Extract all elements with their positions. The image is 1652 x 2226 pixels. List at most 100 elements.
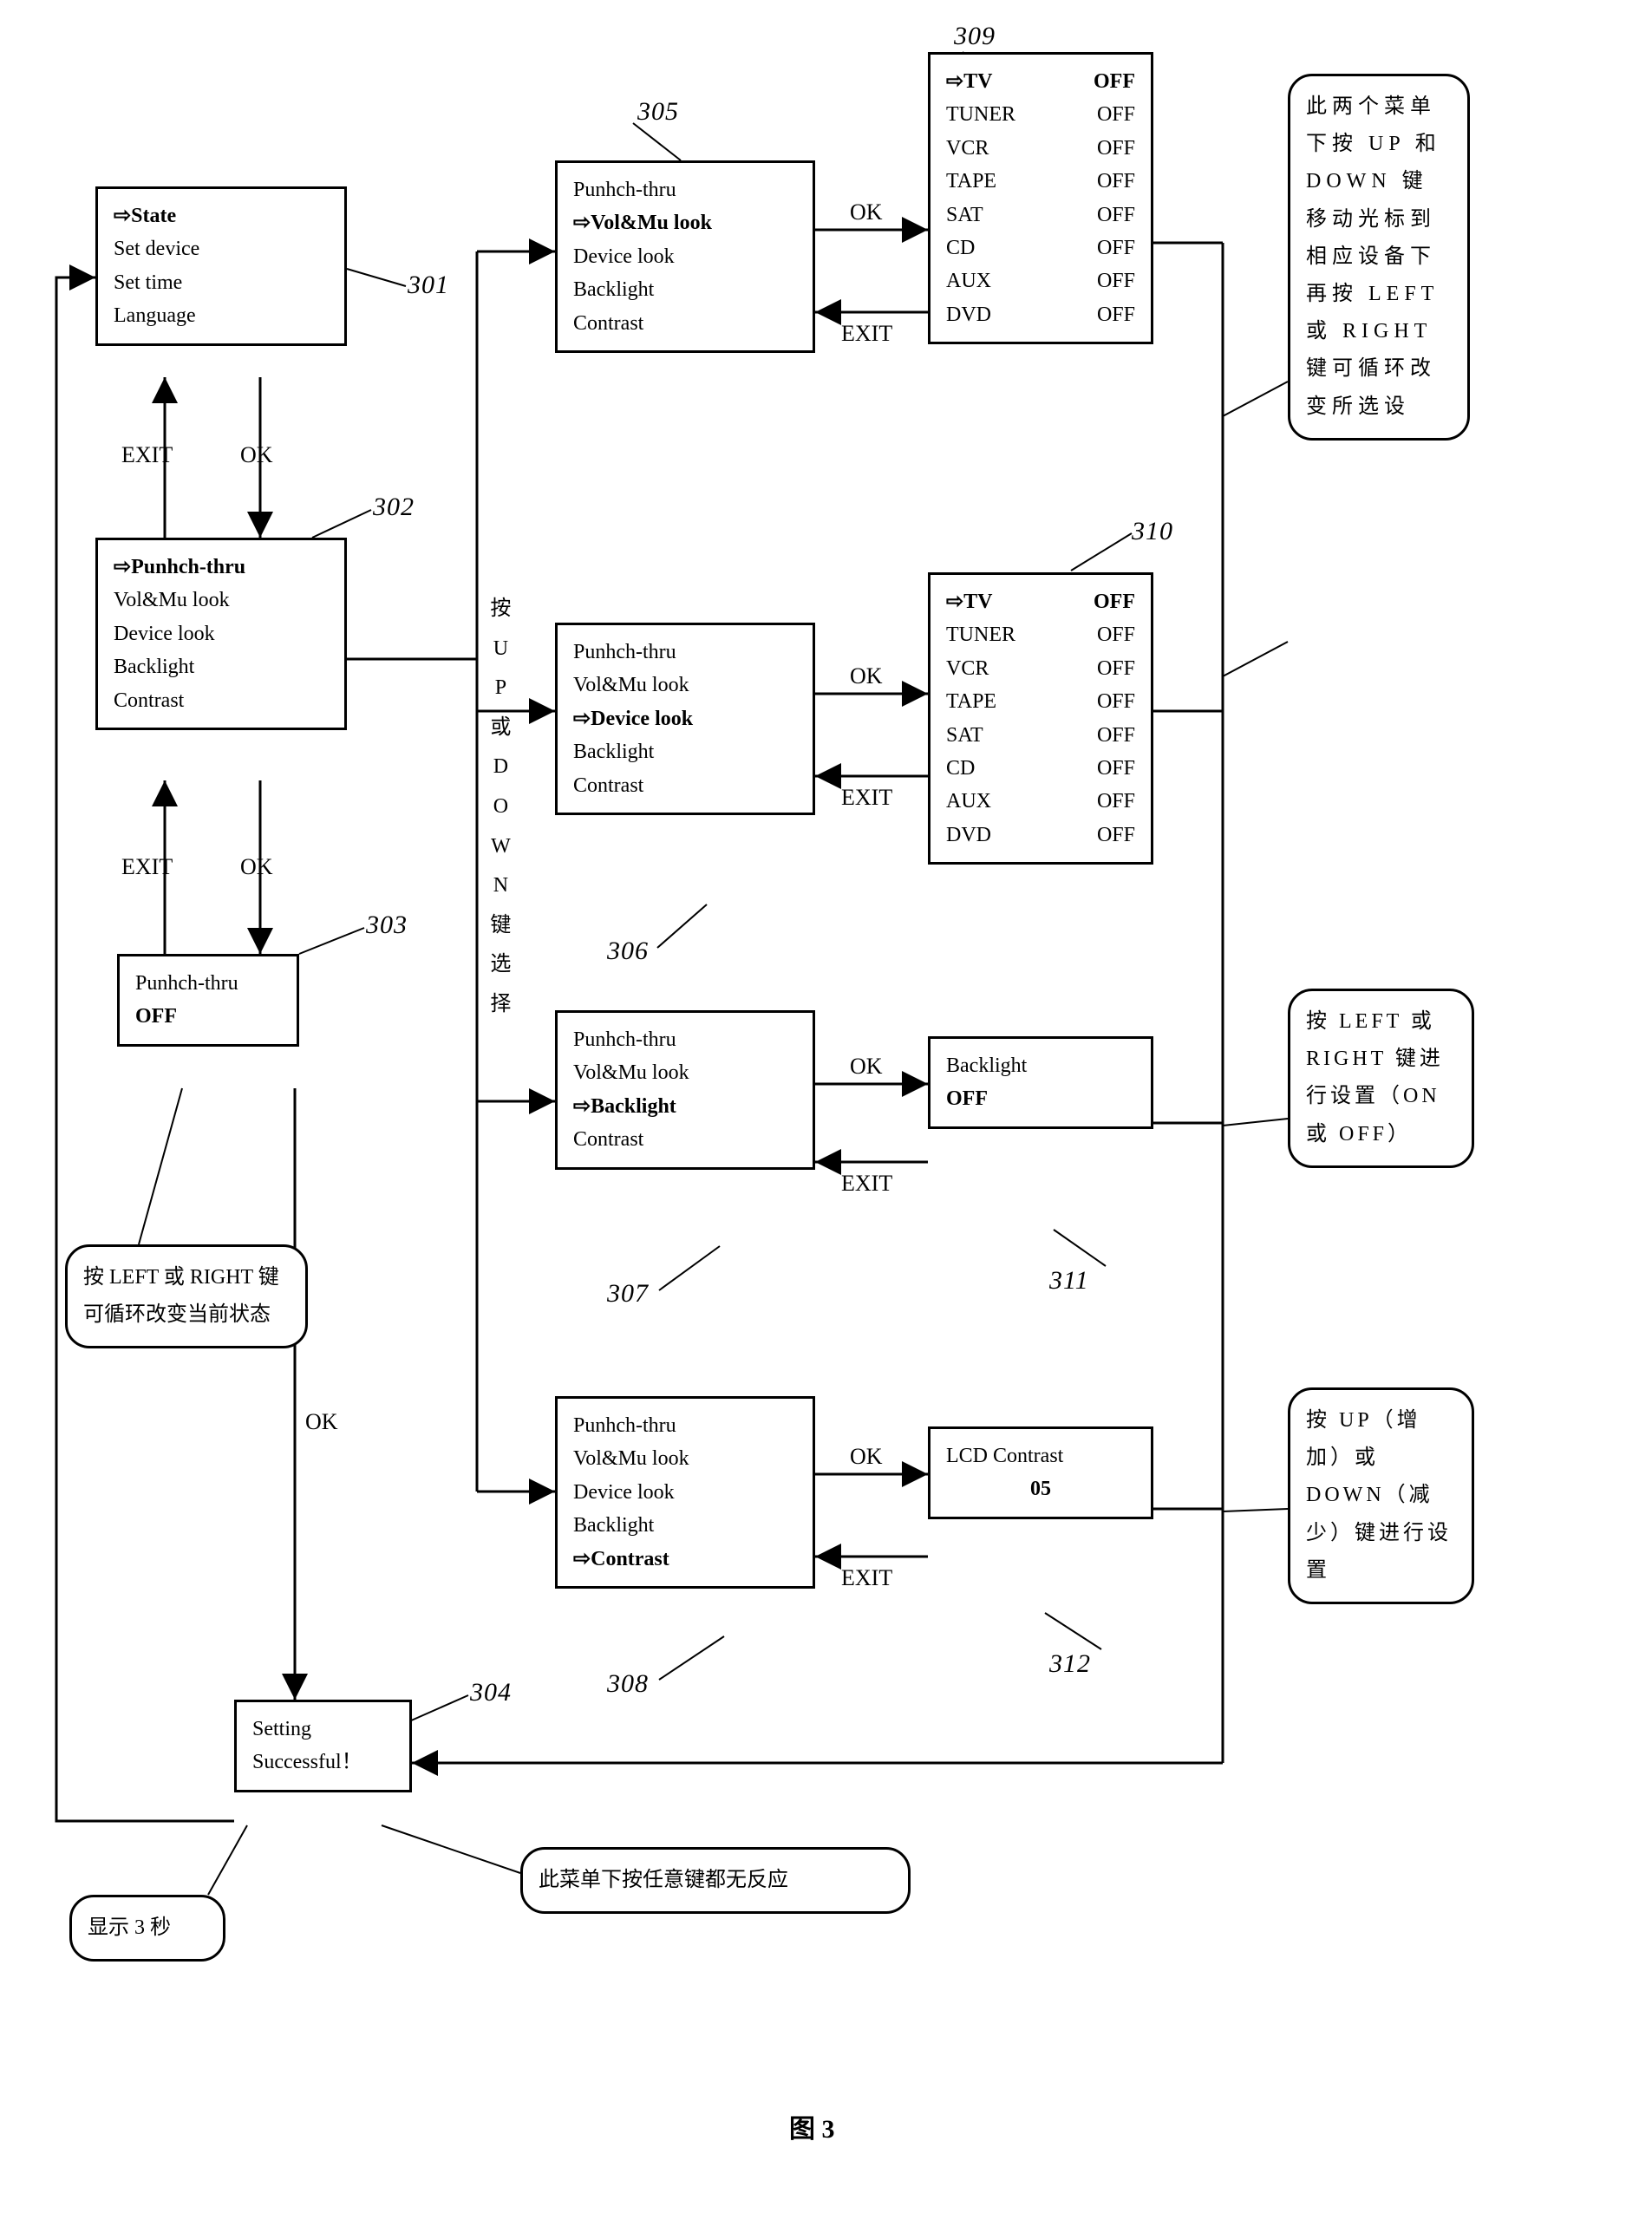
menu-item: Contrast (573, 769, 797, 802)
menu-box-310: ⇨TV OFF TUNER OFF VCR OFF TAPE OFF SAT OFF CD… (928, 572, 1153, 865)
menu-item: Vol&Mu look (114, 584, 329, 617)
dev-name: ⇨TV (946, 65, 992, 98)
menu-box-306: Punhch-thru Vol&Mu look ⇨Device look Bac… (555, 623, 815, 815)
annotation-311: 311 (1049, 1266, 1089, 1296)
menu-box-312: LCD Contrast 05 (928, 1426, 1153, 1519)
label-ok: OK (850, 199, 883, 225)
dev-name: DVD (946, 819, 991, 852)
label-ok: OK (240, 442, 273, 468)
menu-item: Backlight (573, 273, 797, 306)
annotation-308: 308 (607, 1669, 649, 1699)
menu-item: Contrast (573, 1123, 797, 1156)
dev-state: OFF (1097, 819, 1135, 852)
menu-item: Vol&Mu look (573, 1442, 797, 1475)
menu-item: OFF (946, 1082, 1135, 1115)
label-ok: OK (305, 1409, 338, 1435)
menu-item: Vol&Mu look (573, 669, 797, 702)
menu-item: Setting (252, 1713, 394, 1746)
dev-name: TUNER (946, 618, 1015, 651)
dev-state: OFF (1097, 652, 1135, 685)
menu-box-308: Punhch-thru Vol&Mu look Device look Back… (555, 1396, 815, 1589)
menu-item: ⇨Backlight (573, 1090, 797, 1123)
dev-name: VCR (946, 132, 989, 165)
dev-name: AUX (946, 264, 991, 297)
annotation-309: 309 (954, 22, 996, 51)
dev-state: OFF (1097, 685, 1135, 718)
dev-state: OFF (1097, 165, 1135, 198)
dev-state: OFF (1097, 232, 1135, 264)
annotation-306: 306 (607, 937, 649, 966)
label-exit: EXIT (841, 1565, 892, 1591)
menu-item: ⇨Vol&Mu look (573, 206, 797, 239)
menu-item: Device look (114, 617, 329, 650)
label-exit: EXIT (841, 785, 892, 811)
dev-name: ⇨TV (946, 585, 992, 618)
dev-name: CD (946, 752, 975, 785)
dev-state: OFF (1097, 264, 1135, 297)
menu-item: Device look (573, 240, 797, 273)
annotation-305: 305 (637, 97, 679, 127)
bubble-right-mid: 按 LEFT 或 RIGHT 键进行设置（ON 或 OFF） (1288, 989, 1474, 1168)
menu-item: Set device (114, 232, 329, 265)
menu-item: Set time (114, 266, 329, 299)
annotation-302: 302 (373, 493, 415, 522)
dev-name: SAT (946, 199, 983, 232)
figure-caption: 图 3 (789, 2107, 835, 2145)
bubble-show-3s: 显示 3 秒 (69, 1895, 225, 1962)
menu-item: Language (114, 299, 329, 332)
dev-name: CD (946, 232, 975, 264)
menu-item: Backlight (946, 1049, 1135, 1082)
menu-item: LCD Contrast (946, 1439, 1135, 1472)
menu-box-302: ⇨Punhch-thru Vol&Mu look Device look Bac… (95, 538, 347, 730)
annotation-312: 312 (1049, 1649, 1091, 1679)
label-ok: OK (850, 1444, 883, 1470)
menu-item: Backlight (114, 650, 329, 683)
label-exit: EXIT (121, 442, 173, 468)
menu-item: Punhch-thru (573, 173, 797, 206)
menu-box-305: Punhch-thru ⇨Vol&Mu look Device look Bac… (555, 160, 815, 353)
dev-name: SAT (946, 719, 983, 752)
annotation-310: 310 (1132, 517, 1173, 546)
bubble-noresp: 此菜单下按任意键都无反应 (520, 1847, 911, 1914)
menu-box-311: Backlight OFF (928, 1036, 1153, 1129)
menu-box-304: Setting Successful！ (234, 1700, 412, 1792)
dev-state: OFF (1097, 199, 1135, 232)
menu-item: OFF (135, 1000, 281, 1033)
dev-name: VCR (946, 652, 989, 685)
menu-box-303: Punhch-thru OFF (117, 954, 299, 1047)
dev-name: TAPE (946, 685, 996, 718)
dev-state: OFF (1094, 585, 1135, 618)
dev-state: OFF (1097, 618, 1135, 651)
menu-item: Punhch-thru (573, 1023, 797, 1056)
dev-name: DVD (946, 298, 991, 331)
menu-box-301: ⇨State Set device Set time Language (95, 186, 347, 346)
dev-state: OFF (1097, 98, 1135, 131)
menu-item: Backlight (573, 1509, 797, 1542)
menu-item: ⇨Punhch-thru (114, 551, 329, 584)
menu-item: Backlight (573, 735, 797, 768)
bubble-right-top: 此两个菜单下按 UP 和 DOWN 键移动光标到相应设备下再按 LEFT 或 R… (1288, 74, 1470, 441)
label-ok: OK (850, 663, 883, 689)
menu-box-307: Punhch-thru Vol&Mu look ⇨Backlight Contr… (555, 1010, 815, 1170)
menu-item: ⇨Device look (573, 702, 797, 735)
dev-state: OFF (1094, 65, 1135, 98)
label-exit: EXIT (841, 321, 892, 347)
menu-item: 05 (946, 1472, 1135, 1505)
label-ok: OK (850, 1054, 883, 1080)
label-exit: EXIT (841, 1171, 892, 1197)
bubble-right-bot: 按 UP（增加）或 DOWN（减少）键进行设置 (1288, 1387, 1474, 1604)
menu-item: Punhch-thru (573, 1409, 797, 1442)
diagram-canvas: ⇨State Set device Set time Language 301 … (35, 35, 1613, 2185)
menu-item: Contrast (573, 307, 797, 340)
menu-item: ⇨Contrast (573, 1543, 797, 1576)
annotation-304: 304 (470, 1678, 512, 1707)
annotation-303: 303 (366, 911, 408, 940)
bubble-left-loop: 按 LEFT 或 RIGHT 键可循环改变当前状态 (65, 1244, 308, 1348)
menu-item: Vol&Mu look (573, 1056, 797, 1089)
menu-item: Successful！ (252, 1746, 394, 1779)
menu-item: Contrast (114, 684, 329, 717)
label-ok: OK (240, 854, 273, 880)
annotation-301: 301 (408, 271, 449, 300)
menu-box-309: ⇨TVOFF TUNEROFF VCROFF TAPEOFF SATOFF CD… (928, 52, 1153, 344)
hint-updown: 按UP或DOWN键选择 (488, 590, 513, 1025)
